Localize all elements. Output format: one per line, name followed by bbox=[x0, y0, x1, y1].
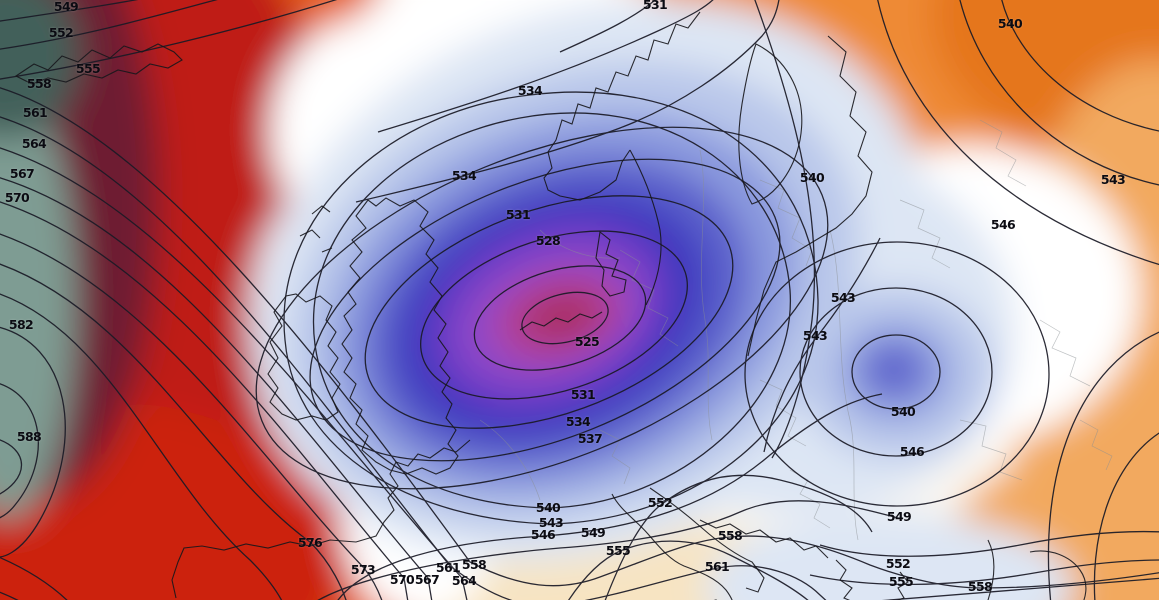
sweden-coastline bbox=[629, 149, 662, 306]
france-iberia-coastline bbox=[171, 439, 471, 599]
aegean-coastline bbox=[896, 571, 909, 600]
balkans-coastline bbox=[699, 519, 853, 600]
coastlines bbox=[14, 11, 1087, 600]
scotland-isles bbox=[299, 205, 333, 253]
bothnia-coastline bbox=[738, 43, 803, 205]
denmark-coastline bbox=[595, 230, 627, 297]
ireland-coastline bbox=[267, 293, 341, 421]
italy-coastline bbox=[611, 487, 765, 600]
lowlands-coastline bbox=[519, 311, 603, 331]
uk-coastline bbox=[341, 197, 459, 475]
finland-baltic-coastline bbox=[747, 35, 873, 357]
norway-coastline bbox=[543, 11, 701, 201]
iceland-coastline bbox=[14, 43, 183, 85]
